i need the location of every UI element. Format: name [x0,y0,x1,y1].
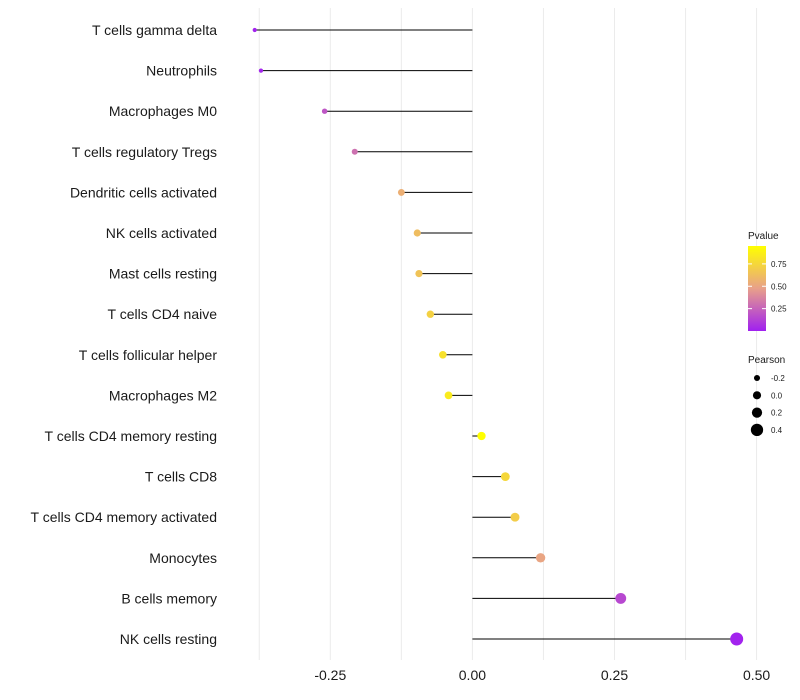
pearson-key-dot [753,374,761,382]
y-axis-label: T cells CD4 naive [108,306,218,322]
grid-lines [258,8,758,660]
lollipop-stems [254,29,737,640]
x-tick-label: -0.25 [314,667,346,683]
y-axis-labels: T cells gamma delta Neutrophils Macrophage… [31,22,218,647]
pearson-key-dot [751,407,763,418]
lollipop-dot [258,68,264,73]
pearson-key-label: -0.2 [771,374,785,383]
lollipop-dot [500,472,510,481]
pearson-legend: Pearson -0.2 0.0 0.2 0.4 [748,355,785,437]
y-axis-label: NK cells activated [106,225,217,241]
pearson-key-dot [750,423,764,437]
lollipop-dot [439,350,447,359]
x-axis-ticks: -0.25 0.00 0.25 0.50 [314,667,770,683]
lollipop-dots [252,27,744,646]
lollipop-dot [351,148,358,155]
pearson-key-dot [752,391,762,400]
y-axis-label: T cells CD4 memory activated [31,509,217,525]
x-tick-label: 0.25 [601,667,628,683]
y-axis-label: Macrophages M0 [109,103,217,119]
lollipop-dot [321,108,328,114]
lollipop-dot [397,188,405,196]
lollipop-dot [413,229,421,237]
lollipop-dot [252,27,257,33]
y-axis-label: T cells regulatory Tregs [72,144,217,160]
lollipop-dot [477,431,486,441]
y-axis-label: Monocytes [149,550,217,566]
y-axis-label: T cells CD8 [145,469,217,485]
pvalue-tick-label: 0.75 [771,260,787,269]
x-tick-label: 0.50 [743,667,770,683]
pearson-key-label: 0.2 [771,409,783,418]
lollipop-dot [535,553,546,563]
pearson-key-label: 0.4 [771,426,783,435]
y-axis-label: Mast cells resting [109,266,217,282]
x-tick-label: 0.00 [459,667,486,683]
pvalue-legend: Pvalue 0.25 0.50 0.75 [748,231,787,331]
y-axis-label: B cells memory [121,590,217,606]
lollipop-dot [415,270,423,278]
lollipop-dot [426,310,435,318]
lollipop-dot [615,592,627,604]
lollipop-dot [510,512,520,522]
y-axis-label: T cells gamma delta [92,22,217,38]
y-axis-label: NK cells resting [120,631,217,647]
pvalue-legend-title: Pvalue [748,231,779,242]
lollipop-dot [730,632,744,646]
y-axis-label: T cells follicular helper [79,347,218,363]
lollipop-dot [444,391,453,400]
pearson-legend-title: Pearson [748,355,785,366]
pvalue-tick-label: 0.25 [771,305,787,314]
pvalue-tick-label: 0.50 [771,282,787,291]
y-axis-label: Macrophages M2 [109,387,217,403]
y-axis-label: Dendritic cells activated [70,184,217,200]
y-axis-label: Neutrophils [146,63,217,79]
pearson-key-label: 0.0 [771,391,783,400]
y-axis-label: T cells CD4 memory resting [45,428,217,444]
pvalue-colorbar [748,246,766,331]
